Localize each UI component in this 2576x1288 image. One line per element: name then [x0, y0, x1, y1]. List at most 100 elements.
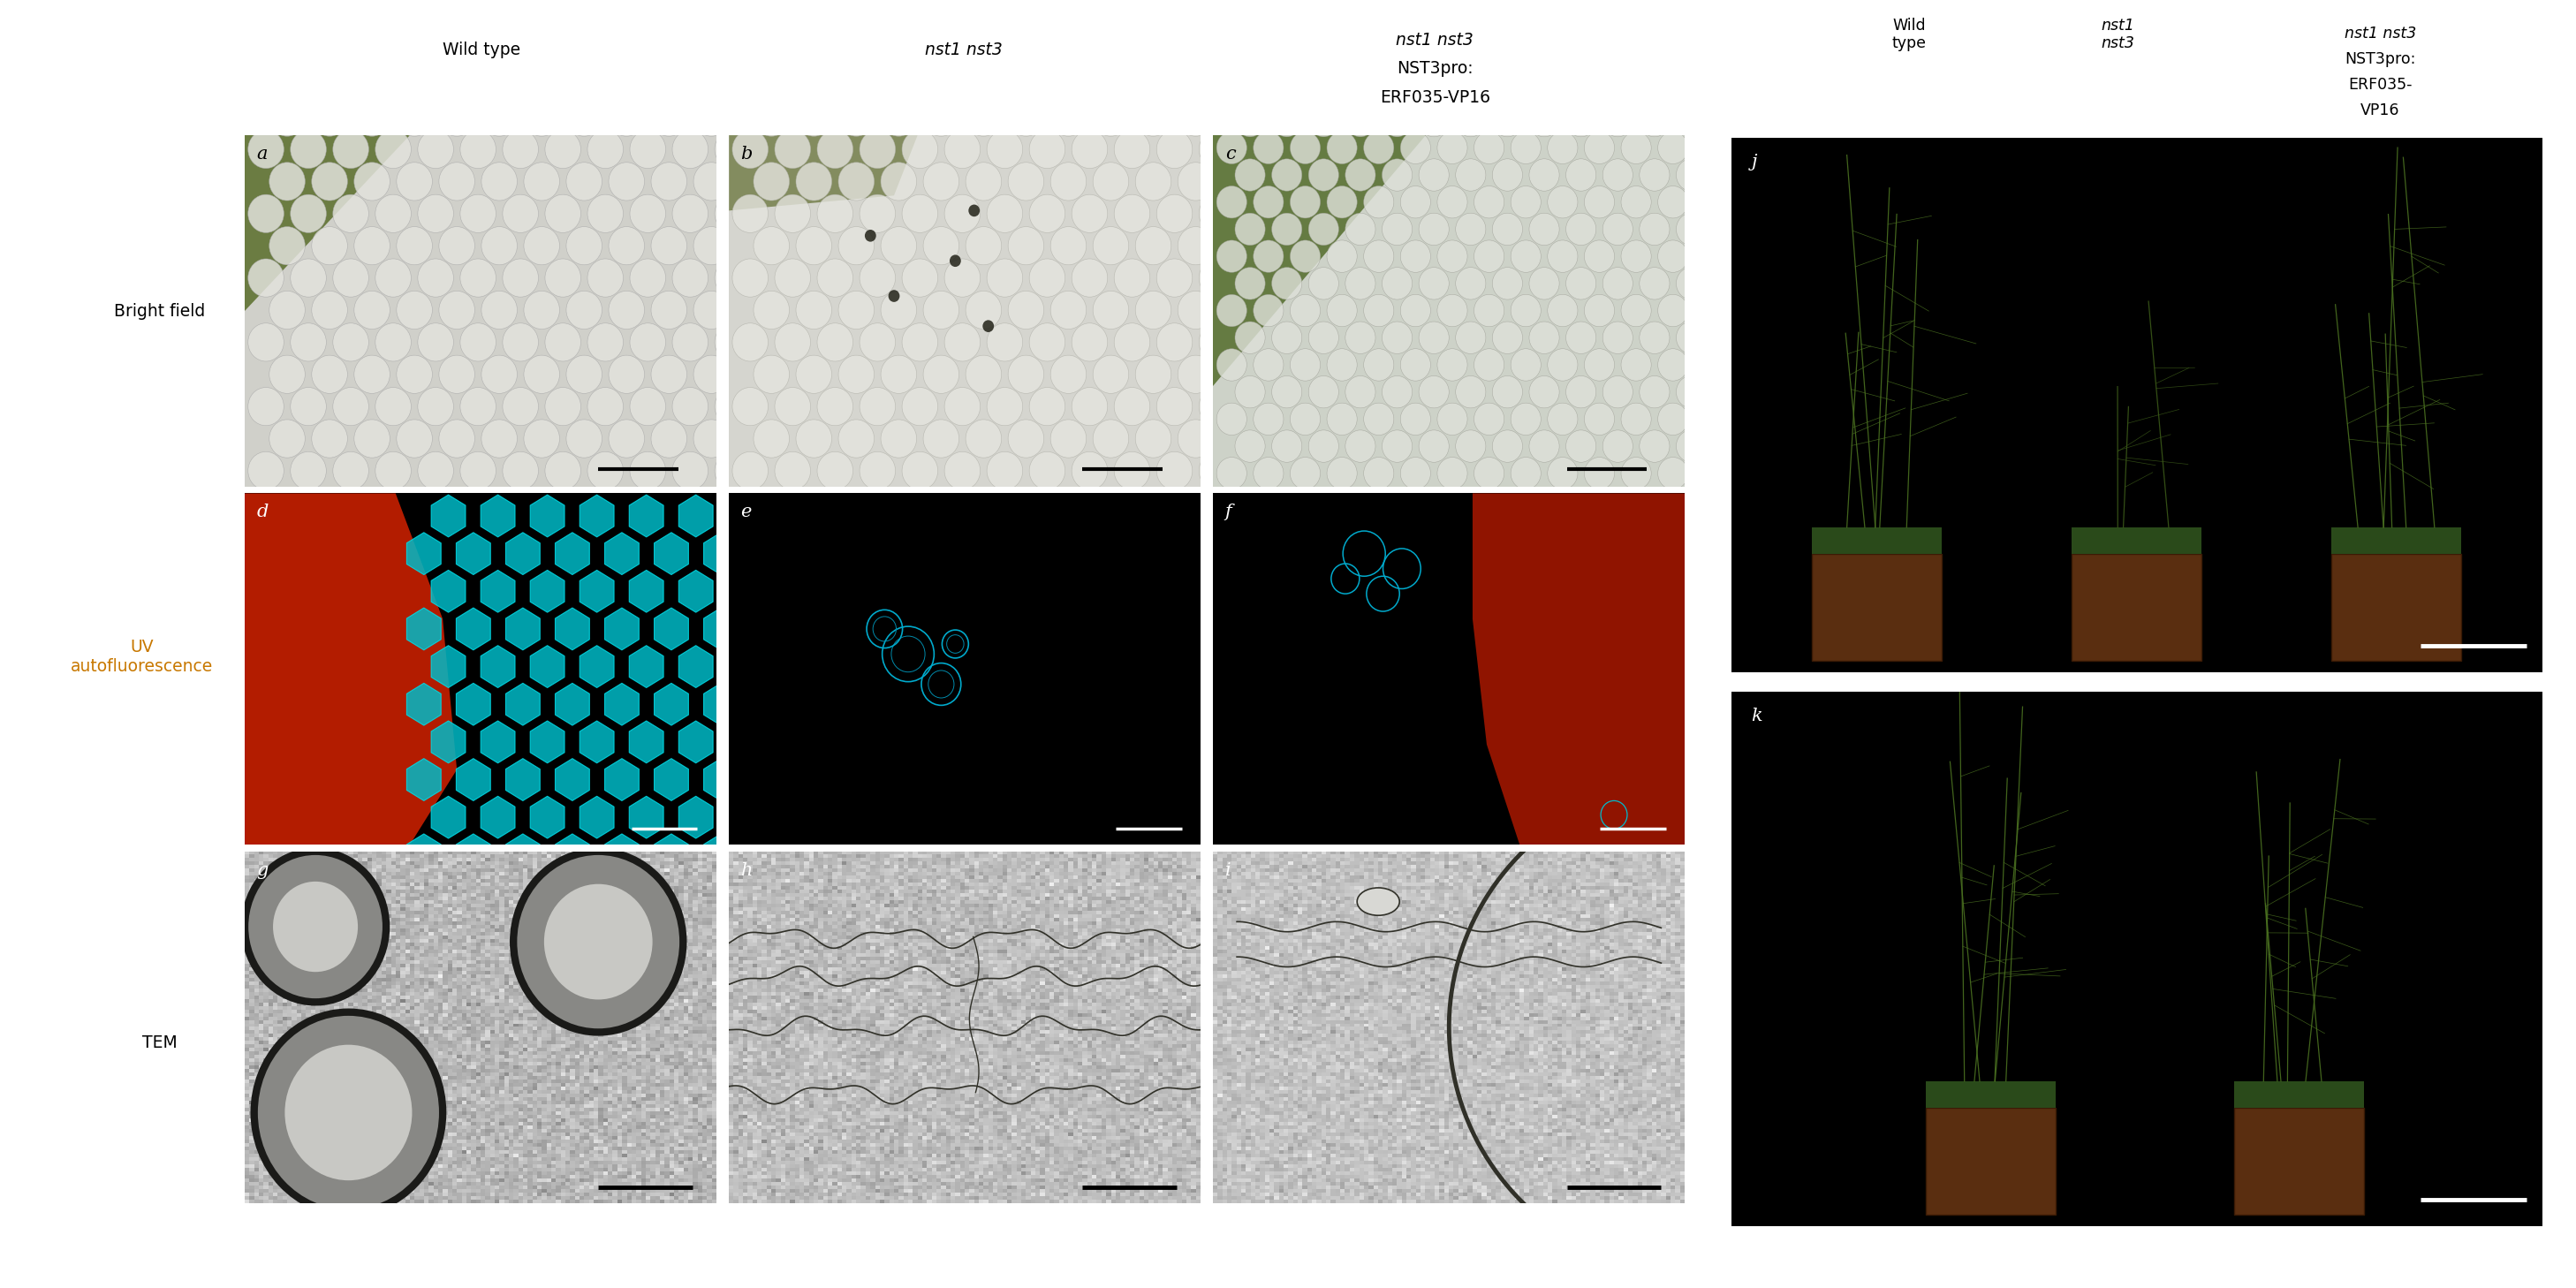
Circle shape: [1473, 403, 1504, 435]
Text: i: i: [1226, 862, 1231, 878]
Circle shape: [1548, 185, 1577, 218]
Circle shape: [1327, 403, 1358, 435]
Circle shape: [1115, 452, 1149, 489]
Circle shape: [376, 194, 412, 233]
Circle shape: [817, 259, 853, 298]
Circle shape: [1177, 291, 1213, 330]
Circle shape: [1255, 185, 1283, 218]
Polygon shape: [505, 608, 541, 650]
Circle shape: [1620, 295, 1651, 327]
Circle shape: [1115, 388, 1149, 425]
Circle shape: [312, 355, 348, 393]
Circle shape: [1345, 430, 1376, 462]
Circle shape: [1198, 452, 1234, 489]
Polygon shape: [580, 721, 613, 762]
Circle shape: [922, 98, 958, 137]
Circle shape: [1566, 213, 1597, 245]
Text: NST3pro:: NST3pro:: [2344, 52, 2416, 67]
Circle shape: [672, 130, 708, 169]
Circle shape: [567, 420, 603, 457]
Circle shape: [1234, 104, 1265, 137]
Polygon shape: [505, 759, 541, 801]
Circle shape: [1092, 98, 1128, 137]
Circle shape: [1072, 388, 1108, 425]
Circle shape: [461, 130, 497, 169]
Circle shape: [376, 452, 412, 489]
Circle shape: [1510, 457, 1540, 489]
Circle shape: [546, 452, 580, 489]
Circle shape: [1363, 241, 1394, 272]
Circle shape: [245, 851, 386, 1002]
Circle shape: [291, 259, 327, 298]
Text: nst1
nst3: nst1 nst3: [2102, 17, 2133, 52]
Circle shape: [291, 452, 327, 489]
Polygon shape: [482, 571, 515, 612]
Circle shape: [1072, 130, 1108, 169]
Text: ERF035-: ERF035-: [2349, 77, 2411, 93]
Circle shape: [482, 162, 518, 201]
Circle shape: [693, 98, 729, 137]
Circle shape: [523, 420, 559, 457]
Circle shape: [922, 420, 958, 457]
Circle shape: [1602, 430, 1633, 462]
Circle shape: [1007, 227, 1043, 265]
Circle shape: [631, 452, 665, 489]
Circle shape: [270, 420, 304, 457]
Polygon shape: [505, 683, 541, 725]
Circle shape: [987, 388, 1023, 425]
Circle shape: [1221, 98, 1257, 137]
Circle shape: [1530, 158, 1558, 191]
Circle shape: [291, 388, 327, 425]
Circle shape: [693, 291, 729, 330]
Circle shape: [1136, 291, 1172, 330]
Circle shape: [1216, 241, 1247, 272]
Circle shape: [1659, 185, 1687, 218]
Circle shape: [987, 323, 1023, 362]
Circle shape: [1291, 241, 1321, 272]
Polygon shape: [456, 759, 489, 801]
Circle shape: [1291, 457, 1321, 489]
Circle shape: [1548, 295, 1577, 327]
Circle shape: [332, 452, 368, 489]
Circle shape: [796, 291, 832, 330]
Polygon shape: [654, 608, 688, 650]
Circle shape: [502, 323, 538, 362]
Circle shape: [417, 259, 453, 298]
Circle shape: [1492, 376, 1522, 408]
Bar: [1811, 554, 1942, 661]
Circle shape: [1510, 349, 1540, 381]
Circle shape: [1510, 403, 1540, 435]
Circle shape: [1092, 291, 1128, 330]
Circle shape: [1492, 104, 1522, 137]
Circle shape: [1136, 162, 1172, 201]
Circle shape: [1638, 268, 1669, 300]
Circle shape: [1234, 213, 1265, 245]
Circle shape: [1309, 213, 1340, 245]
Circle shape: [523, 291, 559, 330]
Circle shape: [672, 452, 708, 489]
Circle shape: [1309, 104, 1340, 137]
Polygon shape: [556, 833, 590, 876]
Circle shape: [1659, 295, 1687, 327]
Circle shape: [1713, 430, 1744, 462]
Circle shape: [332, 388, 368, 425]
Circle shape: [1401, 295, 1430, 327]
Circle shape: [755, 291, 788, 330]
Circle shape: [1051, 420, 1087, 457]
Circle shape: [737, 227, 773, 265]
Circle shape: [966, 420, 1002, 457]
Circle shape: [881, 98, 917, 137]
Circle shape: [1455, 104, 1486, 137]
Circle shape: [1437, 457, 1468, 489]
Circle shape: [755, 227, 788, 265]
Circle shape: [881, 162, 917, 201]
Polygon shape: [729, 645, 762, 688]
Circle shape: [1345, 104, 1376, 137]
Polygon shape: [703, 759, 737, 801]
Circle shape: [353, 355, 389, 393]
Circle shape: [1007, 98, 1043, 137]
Circle shape: [513, 851, 683, 1032]
Circle shape: [922, 355, 958, 393]
Polygon shape: [677, 645, 714, 688]
Circle shape: [438, 355, 474, 393]
